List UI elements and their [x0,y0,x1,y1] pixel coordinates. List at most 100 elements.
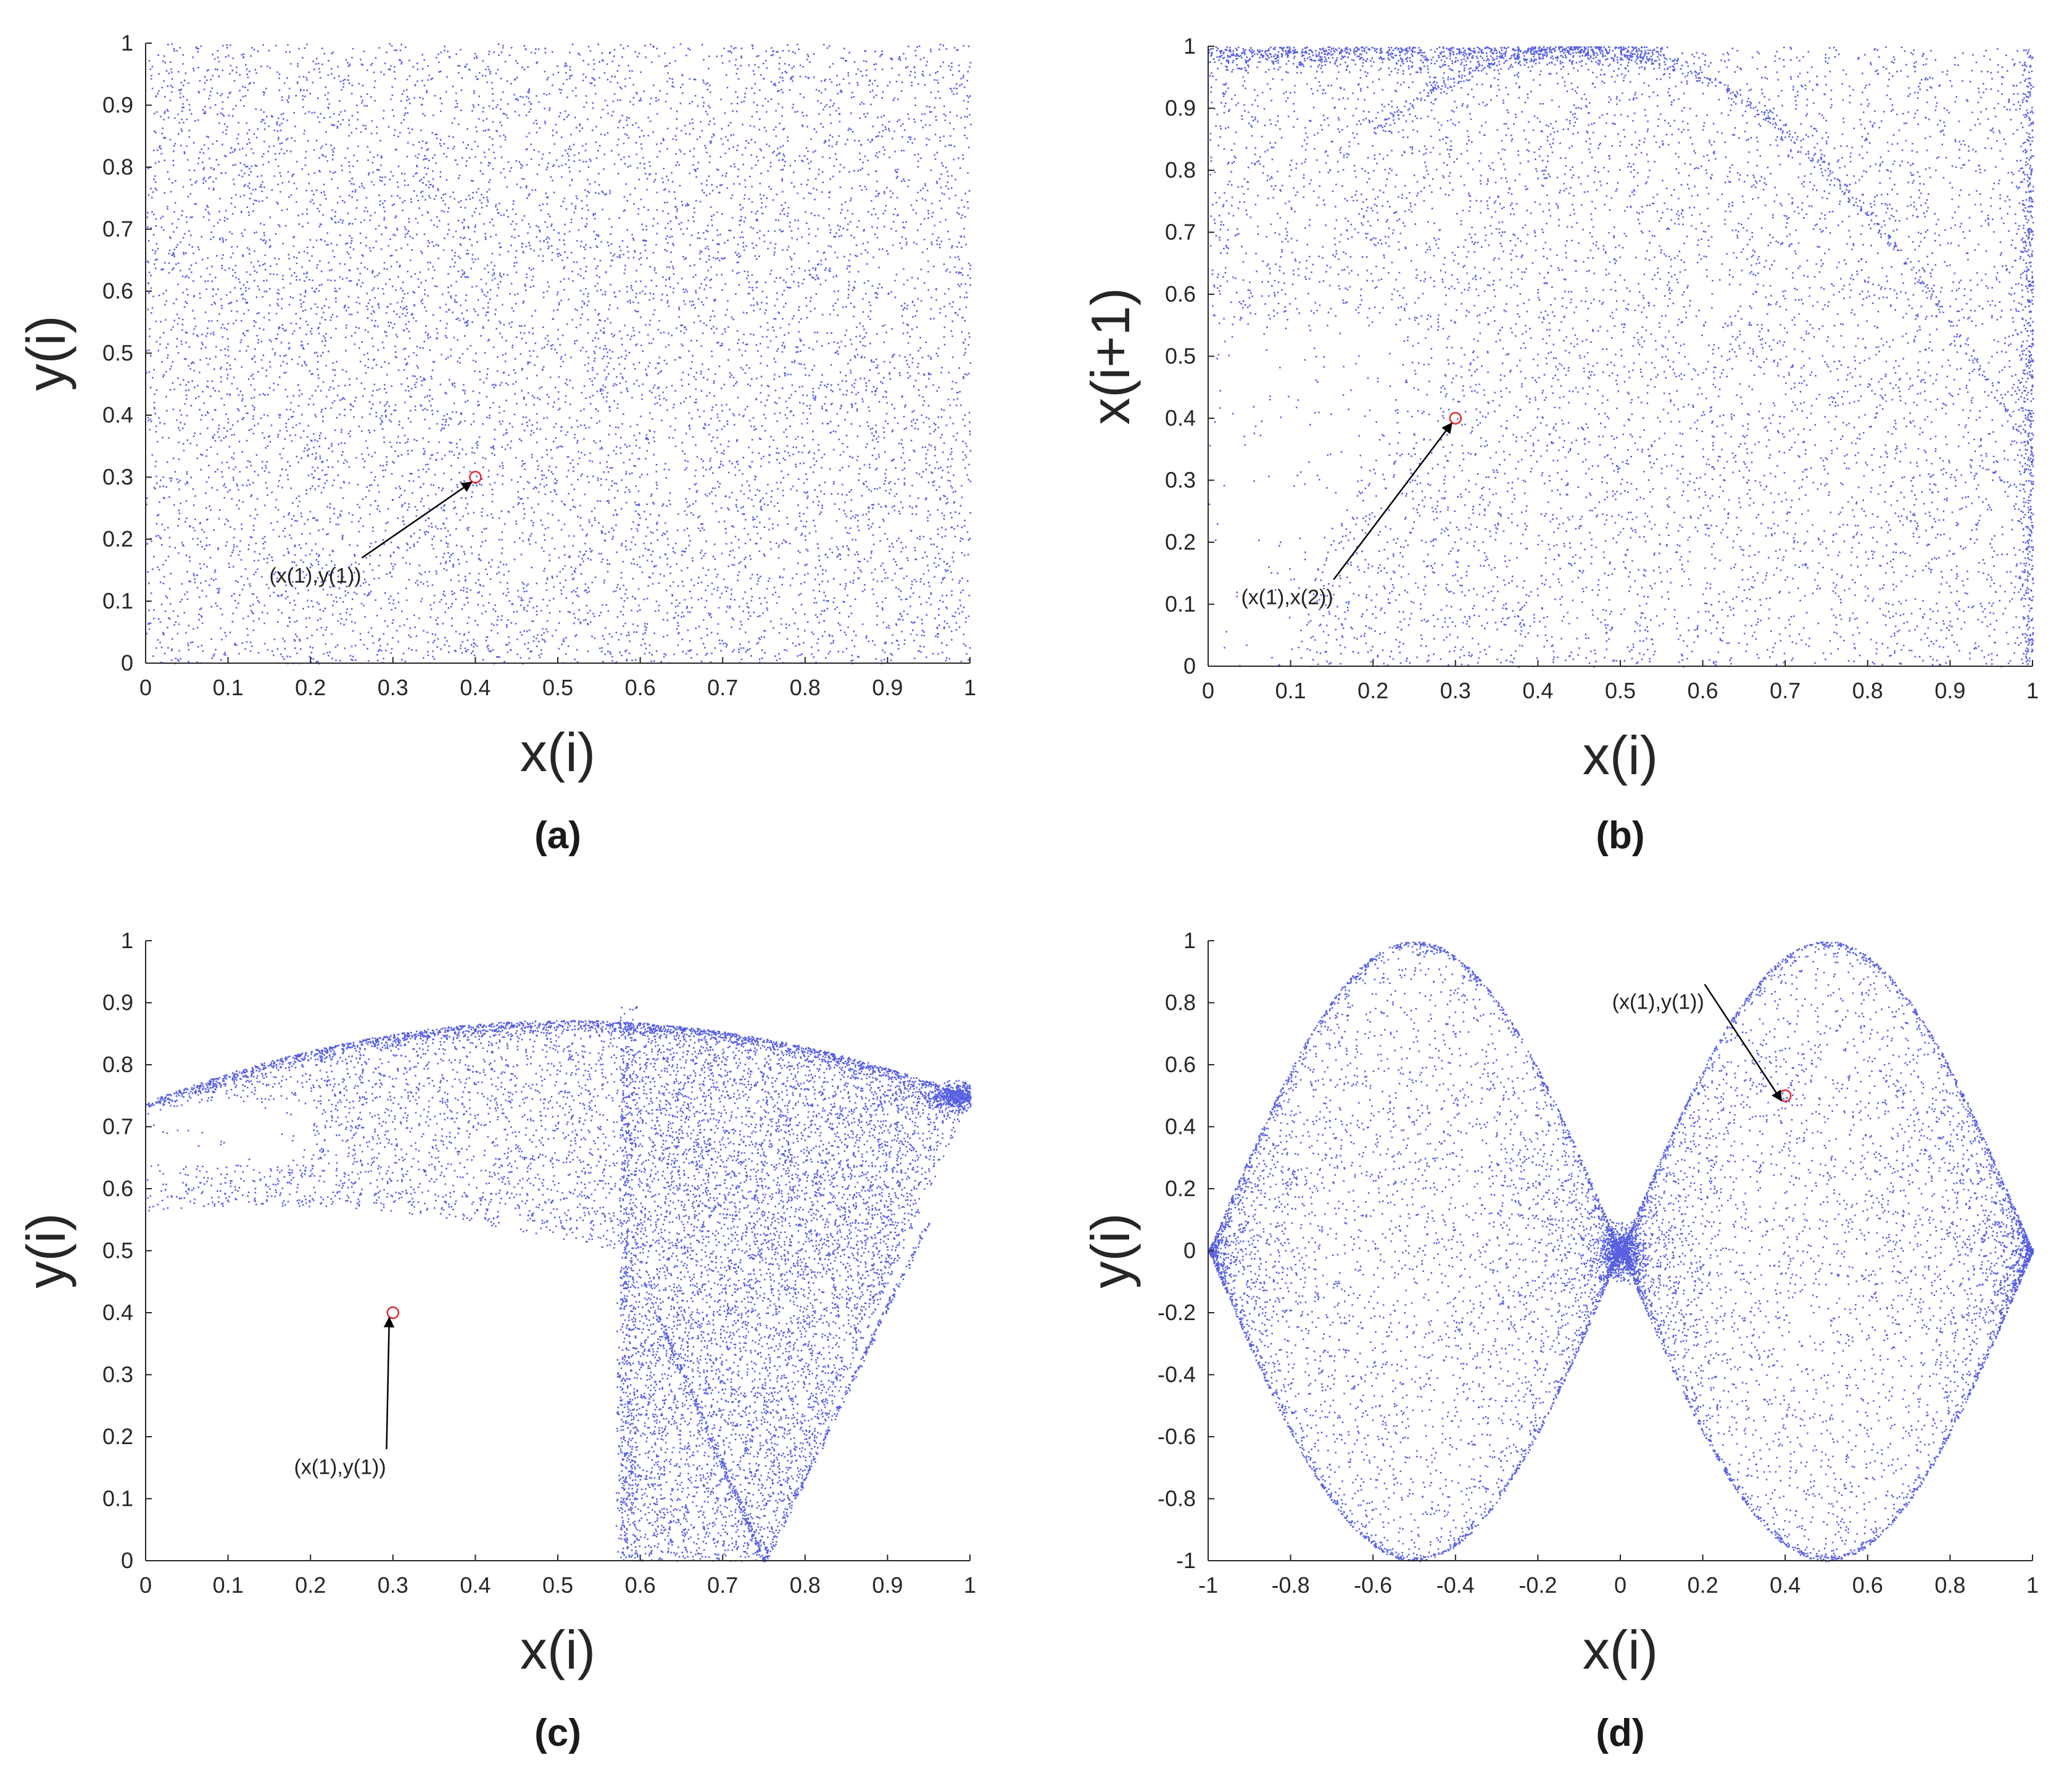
panel-b: 0 0.1 0.2 0.3 0.4 0.5 0.6 0.7 0.8 0.9 1 0 0.1 0.2 0.3 0… [1080,33,2039,857]
panel-caption: (a) [534,814,581,857]
panel-caption: (b) [1596,814,1644,857]
y-tick-label: 0 [121,1548,133,1573]
x-tick-label: 0.8 [1934,1572,1965,1598]
x-tick-label: -0.6 [1354,1572,1392,1598]
x-axis-label: x(i) [1583,1619,1658,1680]
scatter-series [1208,46,2034,668]
x-tick-label: 0.5 [542,675,573,700]
x-tick-label: 0.2 [1688,1572,1718,1598]
y-tick-label: 0.5 [1165,344,1196,369]
y-axis-label: y(i) [15,315,77,390]
x-tick-label: 0 [139,675,152,700]
y-tick-label: 0 [1183,653,1196,679]
annotation-arrow [383,1316,395,1450]
x-tick-label: 0.2 [1357,678,1388,703]
scatter-points [1208,46,2034,668]
y-tick-label: 0.5 [102,341,133,366]
y-tick-label: 0 [121,650,133,675]
x-tick-label: 0.9 [1934,678,1965,703]
x-tick-label: 0 [139,1572,152,1598]
x-tick-label: 0.4 [1522,678,1553,703]
y-tick-label: -0.6 [1158,1424,1196,1449]
y-tick-label: -0.4 [1158,1362,1196,1387]
scatter-series [146,1006,972,1563]
x-tick-label: 0.4 [1770,1572,1801,1598]
y-tick-label: 0.6 [102,1176,133,1201]
y-tick-label: 0.6 [102,278,133,304]
x-axis-label: x(i) [1583,725,1658,786]
y-tick-label: 0.5 [102,1238,133,1263]
y-tick-label: 0.4 [102,402,133,427]
x-tick-label: -0.2 [1519,1572,1557,1598]
y-tick-label: 0.3 [102,1362,133,1387]
x-tick-label: 0.7 [707,675,738,700]
y-tick-label: 0.7 [1165,220,1196,245]
y-tick-label: 0.9 [1165,96,1196,121]
y-tick-label: 0.1 [102,1486,133,1511]
panel-a: 0 0.1 0.2 0.3 0.4 0.5 0.6 0.7 0.8 0.9 1 0 0.1 0.2 0.3 0… [15,30,976,857]
panel-caption: (d) [1596,1712,1644,1754]
x-tick-label: 0.3 [378,1572,408,1598]
y-tick-label: 0.8 [1165,990,1196,1015]
x-tick-label: 0.7 [707,1572,738,1598]
x-tick-label: 0.4 [460,675,491,700]
y-tick-label: -0.8 [1158,1486,1196,1511]
y-tick-label: 0.2 [102,1424,133,1449]
y-tick-label: 0.7 [102,217,133,242]
y-tick-label: 0.2 [1165,1176,1196,1201]
x-tick-label: -1 [1198,1572,1218,1598]
scatter-points [146,1006,972,1563]
x-tick-label: 0.3 [378,675,408,700]
x-tick-label: 0.8 [1852,678,1883,703]
y-tick-label: 0.1 [1165,592,1196,617]
y-tick-label: 0.3 [102,465,133,490]
x-tick-label: -0.4 [1436,1572,1475,1598]
scatter-series [1208,941,2034,1563]
x-tick-label: -0.8 [1272,1572,1310,1598]
x-tick-label: 0.1 [213,675,244,700]
y-tick-label: 0.8 [102,1052,133,1077]
y-tick-label: 1 [121,928,133,953]
y-tick-label: 1 [121,30,133,56]
y-tick-label: 0.9 [102,990,133,1015]
y-tick-label: 0.2 [102,526,133,551]
y-tick-label: 0.6 [1165,1052,1196,1077]
y-tick-label: -1 [1176,1548,1196,1573]
x-tick-label: 0.9 [872,675,903,700]
y-tick-label: 0.9 [102,93,133,118]
x-tick-label: 0.5 [542,1572,573,1598]
y-tick-label: 0.4 [1165,405,1196,431]
x-tick-label: 0.7 [1770,678,1801,703]
x-axis-label: x(i) [520,1619,595,1680]
x-tick-label: 0.3 [1440,678,1471,703]
y-tick-label: 0.4 [1165,1114,1196,1139]
y-axis-label: x(i+1) [1080,287,1141,425]
panel-d: -1 -0.8 -0.6 -0.4 -0.2 0 0.2 0.4 0.6 0.8 1 -1 -0.8 -0… [1080,928,2039,1754]
y-tick-label: 0.2 [1165,529,1196,555]
y-tick-label: 0.7 [102,1114,133,1139]
x-tick-label: 0 [1202,678,1214,703]
x-tick-label: 0.4 [460,1572,491,1598]
x-tick-label: 0.6 [625,675,656,700]
annotation-label: (x(1),y(1)) [294,1455,386,1479]
x-tick-label: 1 [2026,678,2039,703]
annotation-arrow [361,481,473,559]
initial-point-marker [469,471,482,484]
x-tick-label: 0.6 [625,1572,656,1598]
initial-point-marker [1449,411,1462,425]
y-axis-label: y(i) [1080,1213,1141,1288]
annotation-label: (x(1),y(1)) [269,564,361,587]
x-tick-label: 1 [964,675,976,700]
scatter-points [1208,941,2034,1563]
y-tick-label: -0.2 [1158,1300,1196,1325]
x-tick-label: 0.8 [790,1572,821,1598]
panel-caption: (c) [534,1712,581,1754]
x-tick-label: 0.1 [1275,678,1306,703]
annotation-label: (x(1),y(1)) [1612,991,1704,1014]
y-tick-label: 0.3 [1165,468,1196,493]
x-tick-label: 0.6 [1688,678,1718,703]
x-tick-label: 0.1 [213,1572,244,1598]
x-axis-label: x(i) [520,722,595,783]
y-tick-label: 0.1 [102,588,133,614]
